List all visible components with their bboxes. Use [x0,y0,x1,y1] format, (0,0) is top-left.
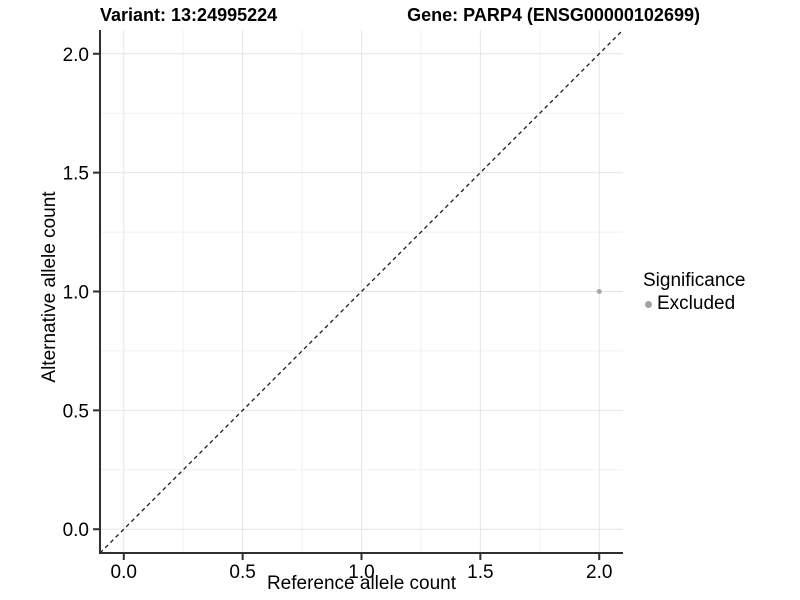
plot-title: Variant: 13:24995224 Gene: PARP4 (ENSG00… [0,5,800,26]
y-tick-label: 0.0 [63,520,89,541]
legend: Significance Excluded [643,270,745,315]
y-tick-label: 0.5 [63,401,89,422]
x-tick-label: 1.5 [467,562,493,583]
legend-point-icon [645,300,652,308]
plot-title-gene: Gene: PARP4 (ENSG00000102699) [407,5,700,25]
legend-item-excluded: Excluded [643,293,745,315]
data-point-excluded [596,289,602,294]
y-tick-label: 1.0 [63,283,89,304]
identity-dashed-line [99,29,624,554]
y-tick-label: 2.0 [63,45,89,66]
x-tick-label: 0.0 [111,562,137,583]
legend-item-label: Excluded [657,293,736,314]
legend-title: Significance [643,270,746,291]
plot-title-variant: Variant: 13:24995224 [100,5,278,25]
x-tick-label: 0.5 [229,562,255,583]
y-axis-label: Alternative allele count [39,191,60,383]
x-tick-label: 2.0 [586,562,612,583]
x-tick-label: 1.0 [348,562,374,583]
x-axis-label: Reference allele count [266,573,457,594]
y-tick-label: 1.5 [63,164,89,185]
